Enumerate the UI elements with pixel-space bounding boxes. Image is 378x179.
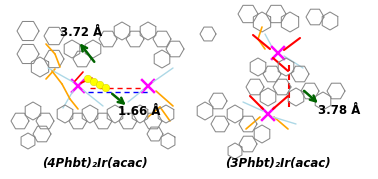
Circle shape bbox=[102, 84, 110, 92]
Text: 3.78 Å: 3.78 Å bbox=[318, 104, 360, 117]
Circle shape bbox=[96, 81, 104, 89]
Circle shape bbox=[84, 75, 92, 83]
Circle shape bbox=[90, 78, 98, 86]
Text: 1.66 Å: 1.66 Å bbox=[118, 105, 160, 118]
Text: 3.72 Å: 3.72 Å bbox=[60, 26, 102, 39]
Text: (3Phbt)₂Ir(acac): (3Phbt)₂Ir(acac) bbox=[225, 157, 331, 170]
Text: (4Phbt)₂Ir(acac): (4Phbt)₂Ir(acac) bbox=[42, 157, 148, 170]
